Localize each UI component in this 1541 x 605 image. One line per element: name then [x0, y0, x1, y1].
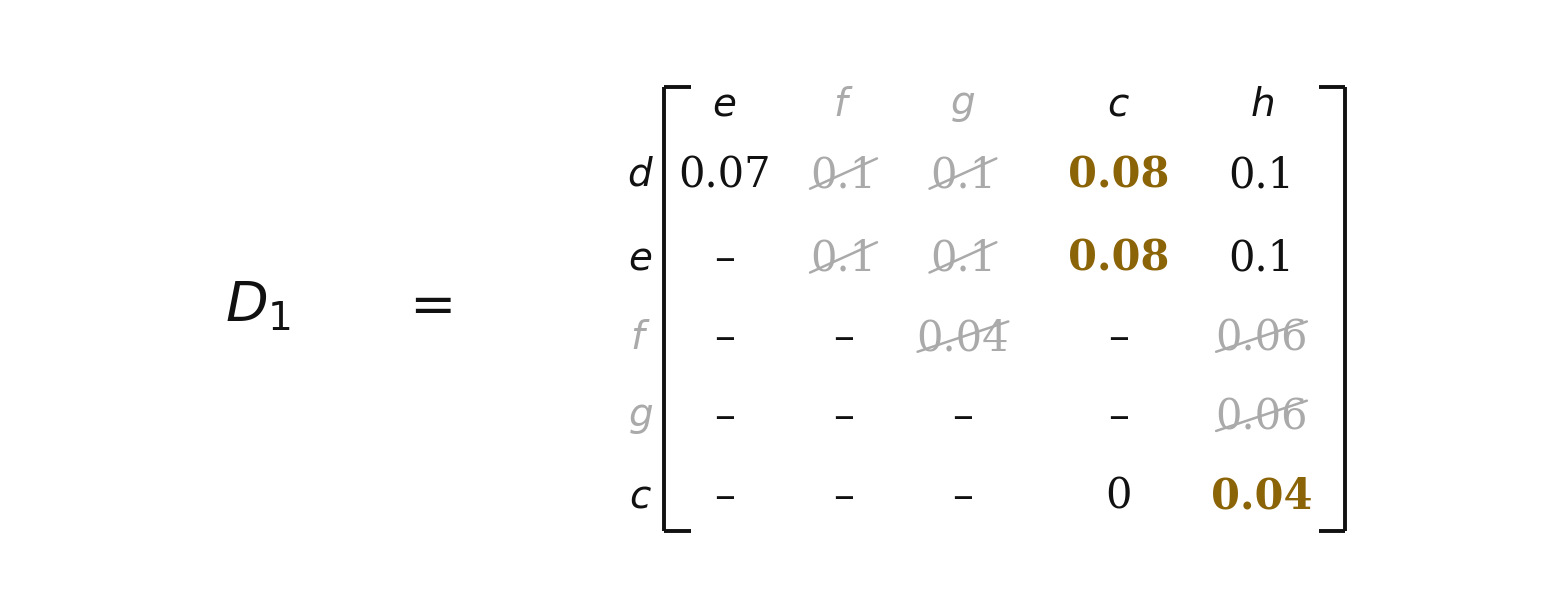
- Text: –: –: [1108, 396, 1128, 439]
- Text: $=$: $=$: [399, 278, 452, 333]
- Text: $\it{e}$: $\it{e}$: [629, 240, 652, 278]
- Text: 0.04: 0.04: [917, 317, 1009, 359]
- Text: –: –: [1108, 317, 1128, 359]
- Text: $\it{c}$: $\it{c}$: [629, 478, 652, 515]
- Text: –: –: [713, 238, 735, 280]
- Text: $\it{f}$: $\it{f}$: [630, 319, 650, 356]
- Text: 0.1: 0.1: [1228, 154, 1294, 196]
- Text: $\it{d}$: $\it{d}$: [627, 157, 653, 194]
- Text: $D_1$: $D_1$: [225, 278, 291, 333]
- Text: 0.04: 0.04: [1211, 476, 1313, 517]
- Text: $\it{f}$: $\it{f}$: [834, 87, 854, 123]
- Text: 0.1: 0.1: [811, 238, 877, 280]
- Text: $\it{g}$: $\it{g}$: [627, 399, 653, 436]
- Text: $\it{h}$: $\it{h}$: [1250, 87, 1273, 123]
- Text: $\it{g}$: $\it{g}$: [951, 87, 975, 123]
- Text: –: –: [952, 476, 974, 517]
- Text: $\it{e}$: $\it{e}$: [712, 87, 737, 123]
- Text: 0: 0: [1105, 476, 1131, 517]
- Text: –: –: [713, 317, 735, 359]
- Text: 0.07: 0.07: [678, 154, 770, 196]
- Text: 0.1: 0.1: [811, 154, 877, 196]
- Text: 0.08: 0.08: [1068, 238, 1170, 280]
- Text: –: –: [713, 476, 735, 517]
- Text: 0.1: 0.1: [1228, 238, 1294, 280]
- Text: 0.1: 0.1: [929, 154, 995, 196]
- Text: 0.08: 0.08: [1068, 154, 1170, 196]
- Text: –: –: [834, 476, 854, 517]
- Text: –: –: [713, 396, 735, 439]
- Text: 0.1: 0.1: [929, 238, 995, 280]
- Text: 0.06: 0.06: [1216, 317, 1308, 359]
- Text: $\it{c}$: $\it{c}$: [1106, 87, 1130, 123]
- Text: 0.06: 0.06: [1216, 396, 1308, 439]
- Text: –: –: [834, 396, 854, 439]
- Text: –: –: [834, 317, 854, 359]
- Text: –: –: [952, 396, 974, 439]
